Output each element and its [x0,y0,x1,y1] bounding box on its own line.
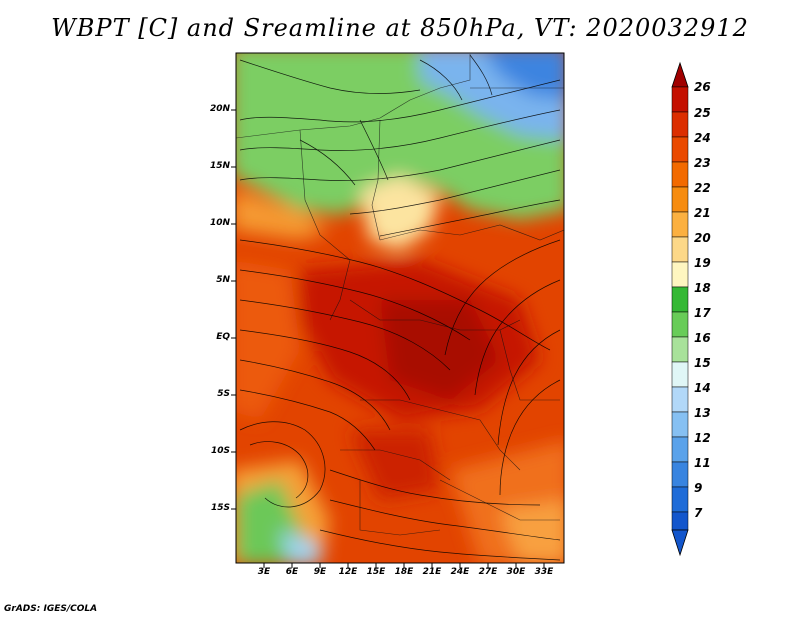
lon-label: 12E [338,567,358,577]
temperature-field [236,53,564,563]
colorbar-label: 13 [694,406,711,420]
colorbar-label: 12 [694,431,711,445]
lon-label: 24E [450,567,470,577]
colorbar-label: 18 [694,281,711,295]
colorbar-segment [671,361,689,388]
colorbar-segment [671,311,689,338]
colorbar-segment [671,411,689,438]
lon-label: 21E [422,567,442,577]
colorbar-label: 14 [694,381,711,395]
lat-label: 10N [209,218,230,228]
colorbar-label: 7 [694,506,703,520]
lat-label: 20N [209,104,230,114]
colorbar-label: 24 [694,131,711,145]
map-title: WBPT [C] and Sreamline at 850hPa, VT: 20… [51,14,749,42]
colorbar-segment [671,461,689,488]
lon-label: 9E [313,567,327,577]
colorbar-segment [671,136,689,163]
colorbar-segment [671,186,689,213]
software-credit: GrADS: IGES/COLA [4,604,98,614]
colorbar-label: 25 [694,106,711,120]
colorbar-segment [671,161,689,188]
lon-label: 30E [506,567,526,577]
colorbar-label: 21 [694,206,711,220]
lat-label: 5S [217,389,230,399]
lat-label: EQ [216,332,230,342]
lat-label: 15S [210,503,230,513]
map-frame [235,52,565,564]
colorbar-label: 15 [694,356,711,370]
colorbar-segment [671,336,689,363]
colorbar-label: 22 [694,181,711,195]
lon-label: 15E [366,567,386,577]
colorbar-segment [671,436,689,463]
lon-label: 6E [285,567,299,577]
colorbar-segment [671,261,689,288]
y-ticks [231,109,236,510]
lat-label: 15N [209,161,230,171]
colorbar-segment [671,286,689,313]
colorbar-segment [671,111,689,138]
lon-label: 18E [394,567,414,577]
lon-label: 27E [478,567,498,577]
lon-label: 33E [534,567,554,577]
colorbar [671,61,689,557]
colorbar-top-triangle [671,61,689,88]
colorbar-segment [671,86,689,113]
x-ticks [263,563,545,568]
colorbar-label: 20 [694,231,711,245]
colorbar-segment [671,486,689,513]
colorbar-label: 17 [694,306,711,320]
lat-label: 5N [216,275,230,285]
colorbar-segment [671,511,689,531]
colorbar-segment [671,236,689,263]
lon-label: 3E [257,567,271,577]
lat-label: 10S [210,446,230,456]
colorbar-label: 16 [694,331,711,345]
colorbar-label: 19 [694,256,711,270]
colorbar-segment [671,211,689,238]
colorbar-bottom-triangle [671,529,689,557]
colorbar-label: 11 [694,456,711,470]
colorbar-segment [671,386,689,413]
colorbar-label: 9 [694,481,703,495]
colorbar-label: 26 [694,80,711,94]
colorbar-label: 23 [694,156,711,170]
